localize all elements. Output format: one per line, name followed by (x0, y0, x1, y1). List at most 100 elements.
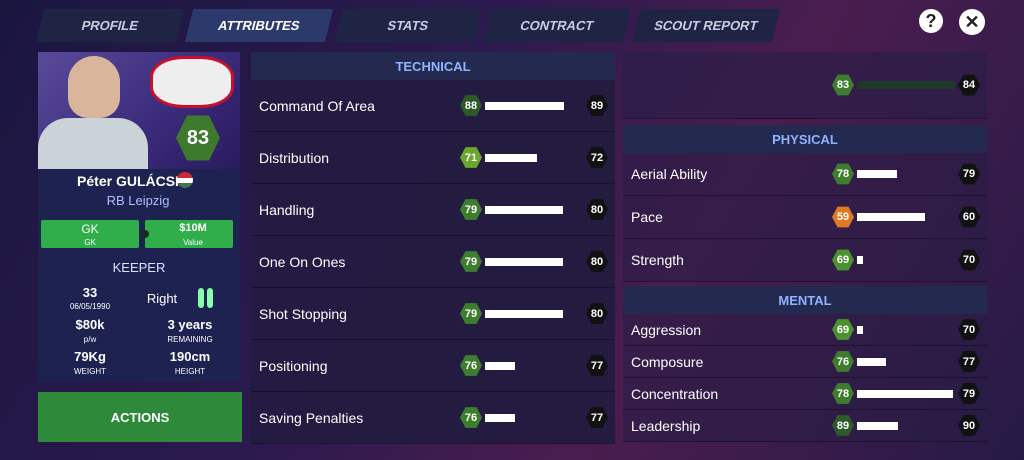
value-box (141, 220, 233, 248)
right-panel: PHYSICAL MENTAL 83 84 Aerial Ability 78 79 Pa… (623, 52, 987, 443)
player-photo (68, 56, 120, 118)
progress-bar (485, 205, 564, 214)
progress-bar (485, 309, 564, 318)
attribute-row: Aerial Ability 78 79 (623, 153, 987, 196)
current-badge: 79 (460, 303, 482, 324)
attribute-name: Aerial Ability (631, 166, 708, 182)
progress-bar (857, 256, 863, 264)
boot-icon (198, 288, 204, 308)
help-button[interactable]: ? (919, 9, 943, 33)
height: 190cm (169, 349, 211, 364)
position-box (41, 220, 139, 248)
progress-bar (857, 389, 954, 398)
potential-badge: 60 (958, 206, 980, 228)
role: KEEPER (112, 260, 166, 275)
potential-badge: 70 (958, 319, 980, 340)
dob: 06/05/1990 (69, 302, 111, 311)
player-name: Péter GULÁCSI (77, 173, 179, 189)
attribute-row: One On Ones 79 80 (251, 236, 615, 288)
progress-bar (857, 421, 899, 430)
current-badge: 78 (832, 383, 854, 404)
potential-badge: 77 (586, 407, 608, 428)
weight-label: WEIGHT (74, 367, 106, 376)
tab[interactable]: CONTRACT (482, 9, 632, 42)
flag (177, 172, 193, 188)
tab[interactable]: STATS (333, 9, 483, 42)
progress-bar (857, 357, 887, 366)
attribute-name: Shot Stopping (259, 305, 347, 322)
current-badge: 83 (832, 74, 854, 96)
attribute-row: Handling 79 80 (251, 184, 615, 236)
potential-badge: 80 (586, 199, 608, 220)
current-badge: 76 (832, 351, 854, 372)
attribute-name: Leadership (631, 417, 701, 434)
potential-badge: 79 (958, 383, 980, 404)
value-label: Value (183, 238, 203, 247)
attribute-name: Positioning (259, 357, 328, 374)
actions-button[interactable]: ACTIONS (38, 392, 242, 442)
section-title: TECHNICAL (251, 52, 615, 80)
potential-badge: 84 (958, 74, 980, 96)
attribute-name: Handling (259, 201, 315, 218)
potential-badge: 77 (586, 355, 608, 376)
overall-bar-track (857, 81, 955, 89)
attribute-name: Composure (631, 353, 704, 370)
attribute-row: Pace 59 60 (623, 196, 987, 239)
boot-icon (207, 288, 213, 308)
attribute-row: Composure 76 77 (623, 346, 987, 378)
attribute-name: One On Ones (259, 253, 346, 270)
position-sub: GK (84, 238, 96, 247)
progress-bar (857, 170, 898, 178)
current-badge: 88 (460, 95, 482, 116)
potential-badge: 77 (958, 351, 980, 372)
current-badge: 76 (460, 407, 482, 428)
attribute-name: Concentration (631, 385, 719, 402)
attribute-row: Leadership 89 90 (623, 410, 987, 442)
current-badge: 69 (832, 249, 854, 271)
attribute-row: Strength 69 70 (623, 239, 987, 282)
attribute-name: Aggression (631, 321, 702, 338)
weight: 79Kg (74, 349, 106, 364)
tab[interactable]: ATTRIBUTES (184, 9, 334, 42)
progress-bar (857, 325, 863, 334)
section-title: MENTAL (623, 286, 987, 314)
potential-badge: 79 (958, 163, 980, 185)
wage-label: p/w (83, 335, 97, 344)
potential-badge: 90 (958, 415, 980, 436)
attribute-row: Command Of Area 88 89 (251, 80, 615, 132)
current-badge: 78 (832, 163, 854, 185)
potential-badge: 72 (586, 147, 608, 168)
contract: 3 years (167, 317, 213, 332)
progress-bar (485, 413, 516, 422)
attribute-row: Positioning 76 77 (251, 340, 615, 392)
attribute-name: Saving Penalties (259, 409, 364, 426)
current-badge: 79 (460, 199, 482, 220)
attribute-row: Saving Penalties 76 77 (251, 392, 615, 444)
current-badge: 71 (460, 147, 482, 168)
attribute-name: Command Of Area (259, 97, 375, 114)
attribute-name: Pace (631, 209, 663, 225)
contract-label: REMAINING (167, 335, 213, 344)
value: $10M (179, 222, 207, 234)
close-button[interactable]: ✕ (959, 9, 985, 35)
tab[interactable]: SCOUT REPORT (631, 9, 781, 42)
tab-label: STATS (385, 18, 431, 33)
tab-label: ATTRIBUTES (216, 18, 302, 33)
height-label: HEIGHT (174, 367, 206, 376)
technical-panel: TECHNICAL Command Of Area 88 89 Distributio… (251, 52, 615, 444)
club-logo (150, 56, 234, 108)
player-shirt (38, 118, 148, 169)
progress-bar (485, 101, 565, 110)
tab[interactable]: PROFILE (35, 9, 185, 42)
attribute-row: Distribution 71 72 (251, 132, 615, 184)
progress-bar (857, 213, 925, 221)
potential-badge: 70 (958, 249, 980, 271)
club-name: RB Leipzig (106, 193, 170, 208)
progress-bar (485, 257, 564, 266)
age: 33 (82, 285, 98, 300)
current-badge: 69 (832, 319, 854, 340)
tab-label: SCOUT REPORT (652, 18, 760, 33)
current-badge: 59 (832, 206, 854, 228)
tab-label: PROFILE (79, 18, 141, 33)
